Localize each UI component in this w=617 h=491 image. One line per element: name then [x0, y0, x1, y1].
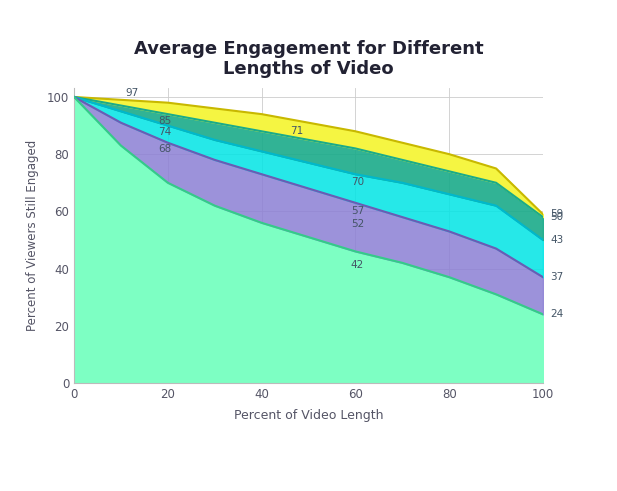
- Text: 50: 50: [550, 212, 563, 222]
- Text: 42: 42: [350, 260, 364, 270]
- Title: Average Engagement for Different
Lengths of Video: Average Engagement for Different Lengths…: [134, 40, 483, 79]
- Text: 59: 59: [550, 209, 563, 219]
- Text: 70: 70: [350, 177, 364, 187]
- Text: 68: 68: [159, 144, 172, 154]
- Text: 37: 37: [550, 272, 563, 282]
- Y-axis label: Percent of Viewers Still Engaged: Percent of Viewers Still Engaged: [25, 140, 39, 331]
- Text: 57: 57: [350, 206, 364, 216]
- Text: 71: 71: [290, 126, 303, 136]
- Text: 74: 74: [159, 127, 172, 137]
- Text: 85: 85: [159, 115, 172, 126]
- Text: 52: 52: [350, 219, 364, 229]
- Text: 43: 43: [550, 235, 563, 245]
- Text: 97: 97: [126, 88, 139, 98]
- X-axis label: Percent of Video Length: Percent of Video Length: [234, 409, 383, 422]
- Text: 24: 24: [550, 309, 563, 319]
